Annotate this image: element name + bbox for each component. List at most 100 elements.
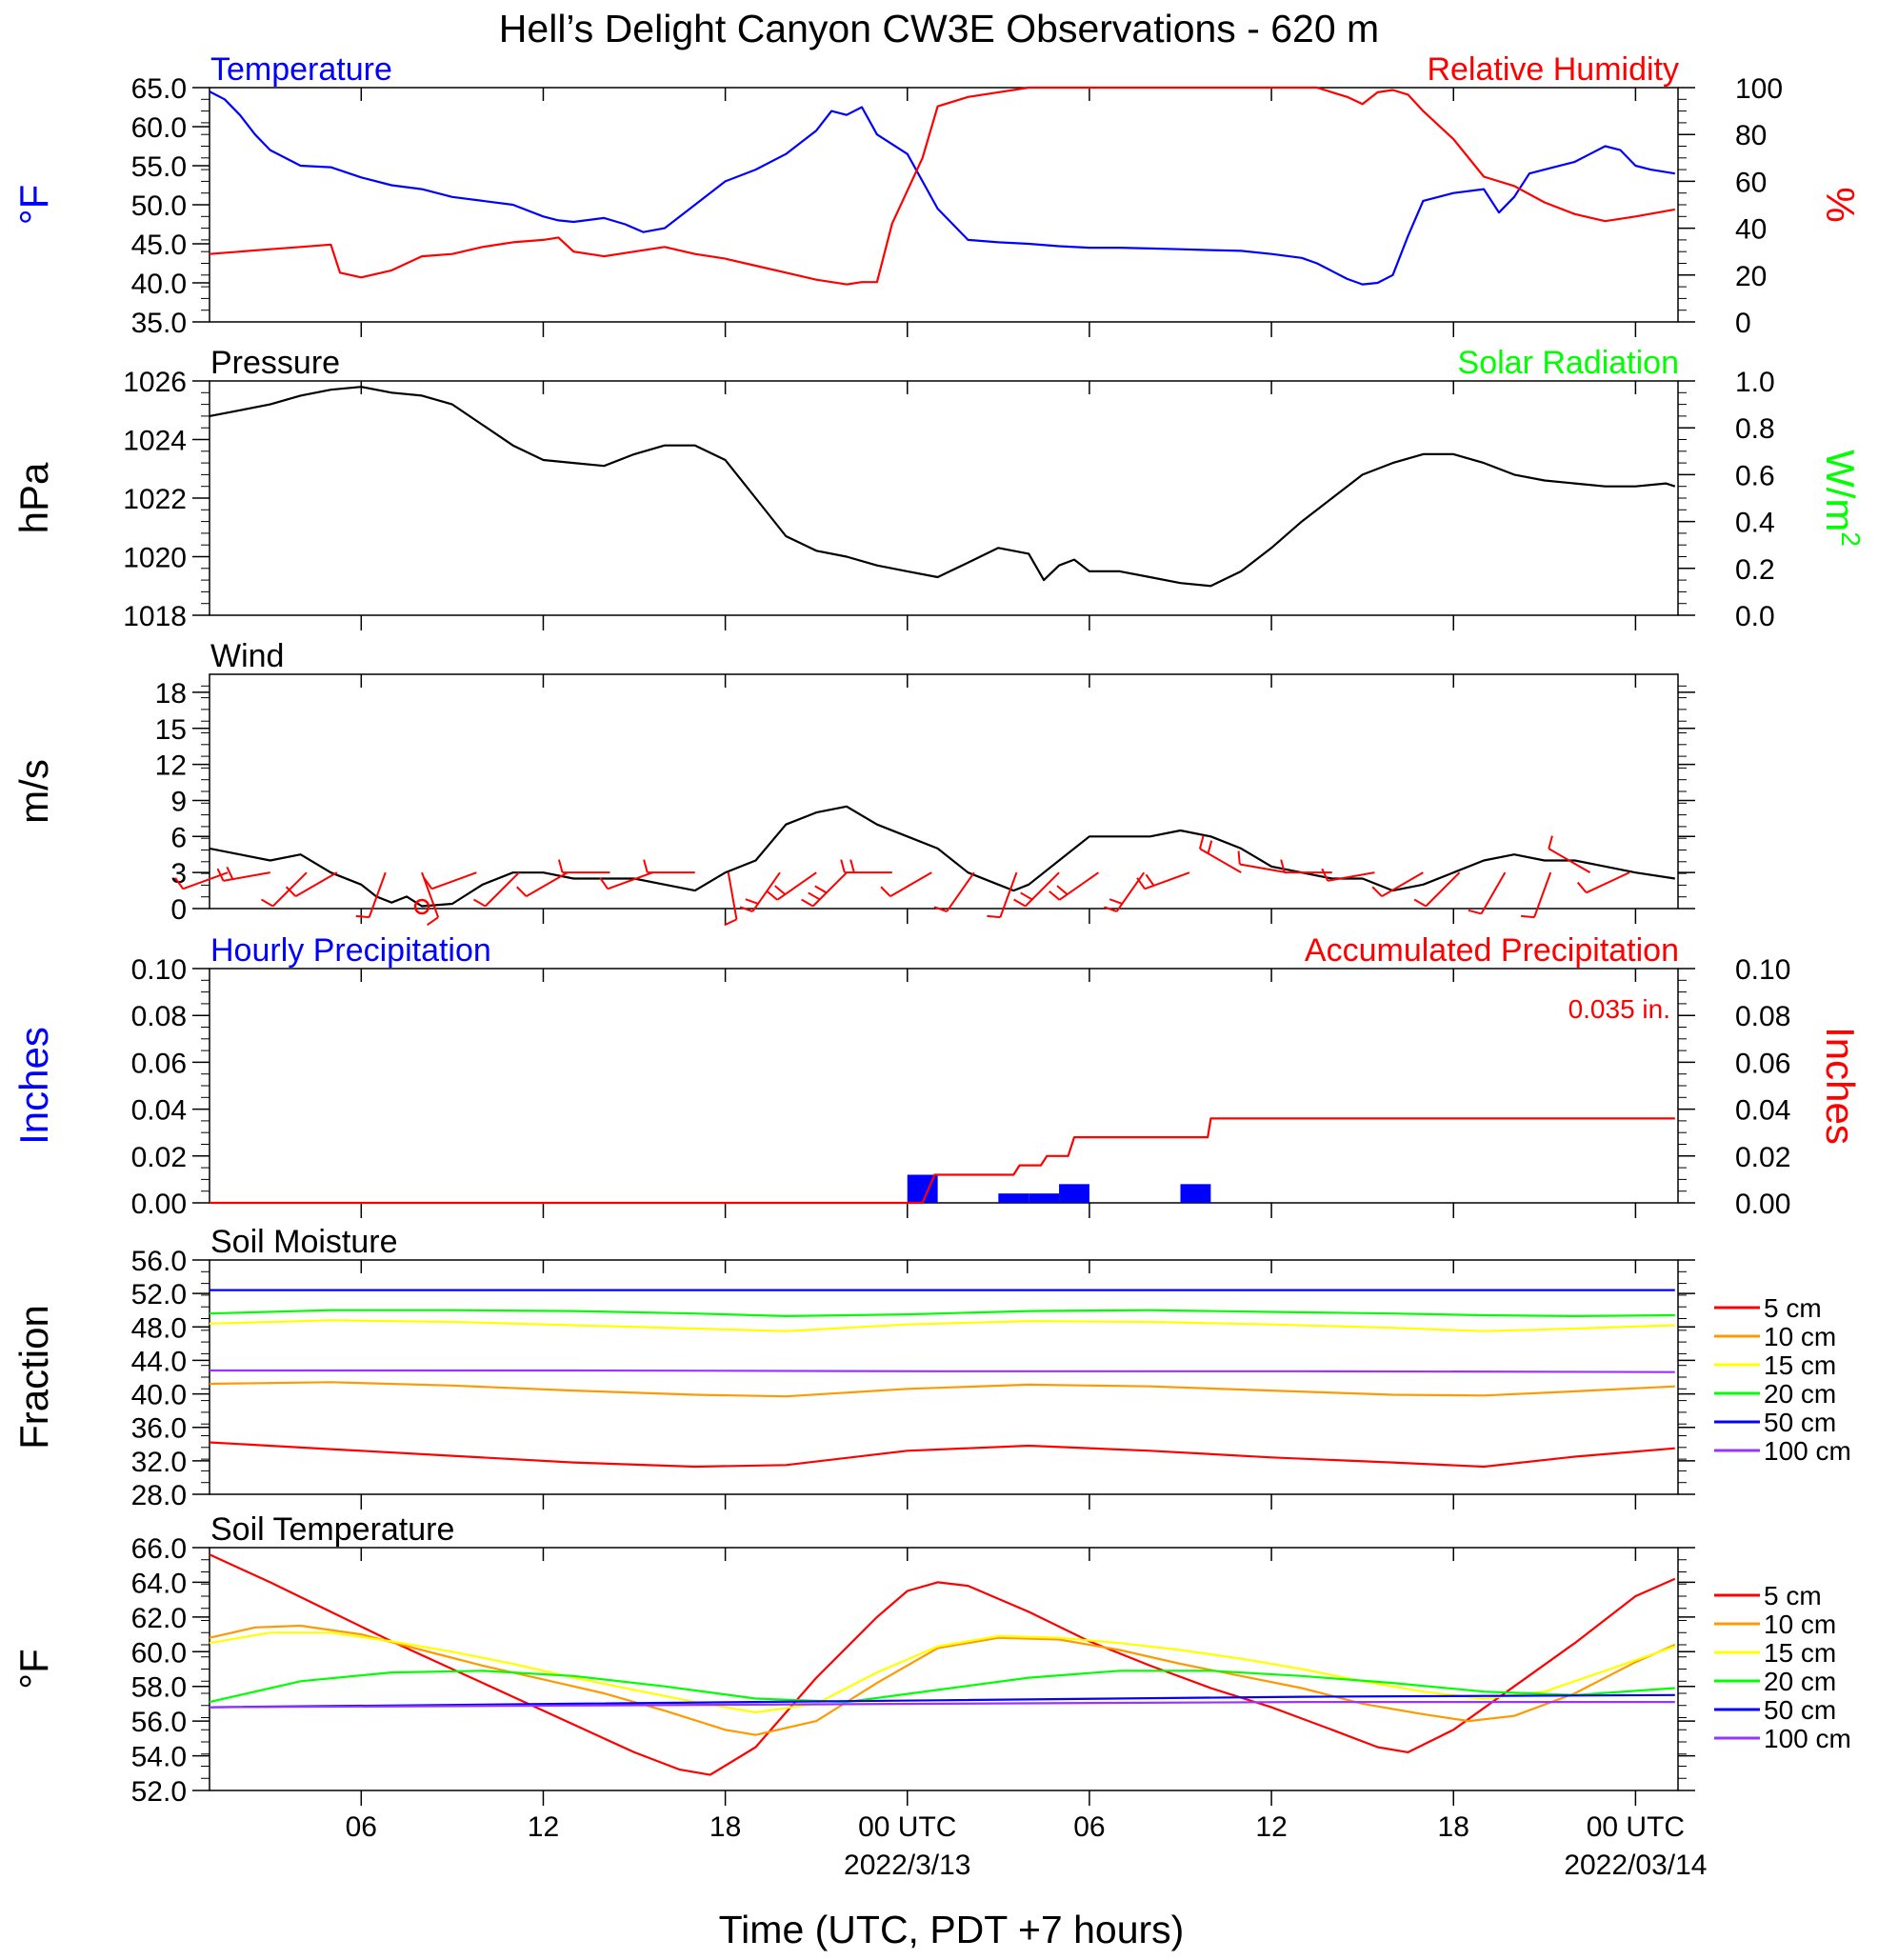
y-left-tick-label: 0: [170, 894, 187, 926]
x-tick-label: 00 UTC: [858, 1811, 956, 1843]
series-line-15-cm: [209, 1631, 1676, 1714]
x-axis-label: Time (UTC, PDT +7 hours): [719, 1908, 1185, 1951]
wind-barb-feather: [557, 859, 564, 873]
panel-5: 52.054.0 56.058.060.062.0 64.066.0 Soil Tem…: [11, 1511, 1851, 1808]
wind-barb: [889, 871, 932, 898]
y-left-tick-label: 35.0: [131, 308, 187, 339]
wind-barb: [368, 871, 387, 918]
panel-left-title: Wind: [210, 638, 284, 674]
precip-total-label: 0.035 in.: [1568, 994, 1670, 1024]
y-right-tick-label: 0.2: [1735, 554, 1775, 586]
wind-barb: [1199, 848, 1242, 874]
y-left-tick-label: 62.0: [131, 1603, 187, 1634]
y-left-tick-label: 50.0: [131, 190, 187, 222]
y-right-tick-label: 0.00: [1735, 1189, 1790, 1220]
legend-label: 5 cm: [1764, 1581, 1822, 1610]
y-left-tick-label: 0.02: [131, 1142, 187, 1173]
wind-barb: [1025, 871, 1060, 908]
wind-barb-feather: [516, 886, 528, 897]
panel-left-title: Soil Moisture: [210, 1224, 398, 1260]
y-left-axis-label: °F: [11, 1649, 56, 1689]
y-left-tick-label: 0.06: [131, 1048, 187, 1079]
wind-barb-feather: [1280, 859, 1286, 873]
series-line-5-cm: [209, 1441, 1675, 1469]
legend-label: 100 cm: [1764, 1724, 1851, 1753]
wind-barb: [223, 871, 270, 882]
wind-barb: [811, 871, 848, 908]
wind-barb-feather: [1237, 850, 1241, 865]
y-right-tick-label: 0.06: [1735, 1048, 1790, 1079]
panel-1: 1018 1020 1022 1024 1026 0.0 0.2 0.4 0.6 0.8 1.0 Pr…: [11, 345, 1866, 632]
legend-label: 50 cm: [1764, 1695, 1836, 1725]
wind-barb-feather: [739, 906, 753, 913]
x-tick-label: 12: [1255, 1811, 1287, 1843]
wind-barb: [999, 871, 1018, 918]
wind-barb-feather: [801, 898, 814, 908]
y-left-tick-label: 60.0: [131, 1637, 187, 1669]
legend-label: 5 cm: [1764, 1293, 1822, 1323]
wind-barb-feather: [1145, 873, 1155, 887]
legend-label: 10 cm: [1764, 1322, 1836, 1351]
y-right-tick-label: 40: [1735, 214, 1767, 246]
x-tick-date-label: 2022/03/14: [1564, 1850, 1707, 1881]
y-right-axis-label-superscript: 2: [1836, 531, 1866, 547]
y-right-tick-label: 20: [1735, 261, 1767, 292]
y-right-tick-label: 0.02: [1735, 1142, 1790, 1173]
y-right-tick-label: 60: [1735, 167, 1767, 198]
y-left-tick-label: 65.0: [131, 73, 187, 105]
y-right-tick-label: 80: [1735, 120, 1767, 151]
wind-barb: [295, 871, 338, 898]
panel-left-title: Soil Temperature: [210, 1511, 454, 1548]
wind-barb: [1381, 871, 1424, 898]
series-line-pressure: [209, 386, 1676, 588]
panel-right-title: Solar Radiation: [1458, 345, 1679, 381]
y-right-tick-label: 1.0: [1735, 367, 1775, 398]
y-right-tick-label: 0.08: [1735, 1001, 1790, 1032]
y-left-tick-label: 0.00: [131, 1189, 187, 1220]
series-line-10-cm: [209, 1624, 1676, 1736]
y-left-tick-label: 55.0: [131, 151, 187, 183]
y-right-tick-label: 0.0: [1735, 601, 1775, 632]
y-left-tick-label: 28.0: [131, 1480, 187, 1511]
wind-barb-feather: [226, 866, 234, 880]
wind-barb-feather: [849, 859, 855, 873]
series-line-20-cm: [209, 1670, 1675, 1704]
wind-barb-feather: [1371, 886, 1383, 897]
y-left-tick-label: 56.0: [131, 1246, 187, 1277]
y-left-tick-label: 18: [155, 678, 187, 710]
y-left-tick-label: 64.0: [131, 1568, 187, 1599]
wind-calm-marker: [413, 898, 430, 915]
y-left-axis-label: m/s: [11, 759, 56, 824]
y-left-tick-label: 45.0: [131, 230, 187, 261]
legend-label: 20 cm: [1764, 1379, 1836, 1409]
wind-barb: [1058, 871, 1100, 901]
y-left-tick-label: 58.0: [131, 1672, 187, 1704]
precip-bar: [1180, 1184, 1211, 1203]
panel-left-title: Temperature: [210, 51, 392, 88]
y-left-tick-label: 1018: [123, 601, 187, 632]
wind-barb-feather: [599, 877, 609, 890]
wind-barb: [1533, 871, 1552, 918]
y-left-tick-label: 56.0: [131, 1707, 187, 1738]
wind-barb: [526, 871, 569, 898]
wind-barb-feather: [423, 877, 433, 890]
wind-barb-feather: [814, 885, 828, 894]
wind-barb: [1327, 871, 1375, 882]
series-line-temperature: [209, 90, 1675, 286]
wind-barb: [1144, 871, 1190, 890]
wind-barb: [1239, 863, 1288, 874]
series-line-20-cm: [209, 1309, 1675, 1317]
wind-barb: [1425, 871, 1461, 908]
wind-barb-feather: [745, 898, 759, 905]
y-right-tick-label: 0: [1735, 308, 1751, 339]
wind-barb-feather: [1109, 898, 1123, 905]
wind-barb-feather: [724, 918, 737, 927]
wind-barb: [1586, 871, 1630, 894]
y-left-tick-label: 0.10: [131, 954, 187, 986]
x-tick-label: 06: [1073, 1811, 1105, 1843]
wind-barb-feather: [1104, 906, 1117, 913]
wind-barb-feather: [260, 898, 274, 908]
wind-barb: [607, 871, 653, 890]
series-line-5-cm: [209, 1553, 1676, 1776]
wind-barb: [776, 871, 817, 901]
